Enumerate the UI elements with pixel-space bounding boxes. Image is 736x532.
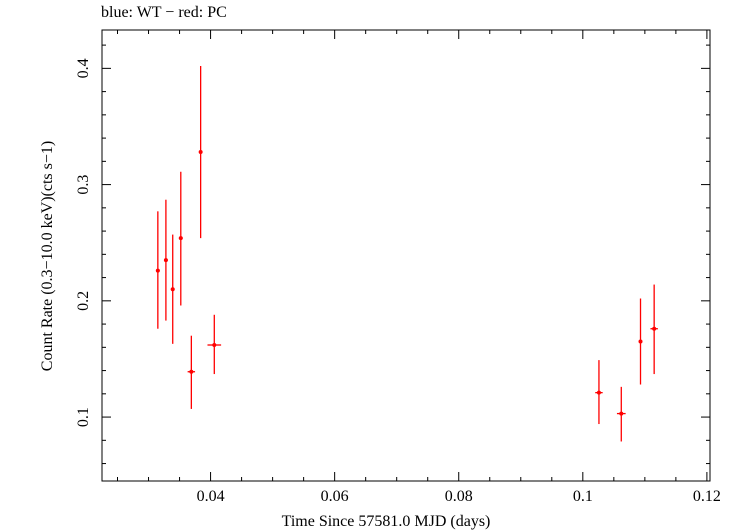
y-tick-label: 0.4 (75, 58, 92, 78)
x-axis-label: Time Since 57581.0 MJD (days) (282, 513, 491, 530)
point-marker (170, 287, 175, 292)
data-point (178, 171, 183, 306)
point-marker (652, 326, 657, 331)
data-point (595, 360, 603, 425)
point-marker (155, 268, 160, 273)
x-tick-label: 0.04 (197, 488, 225, 505)
data-point (650, 284, 658, 375)
point-marker (638, 339, 643, 344)
data-point (198, 66, 203, 239)
point-marker (189, 369, 194, 374)
plot-frame (101, 29, 711, 482)
point-marker (163, 258, 168, 263)
point-marker (619, 411, 624, 416)
chart-title: blue: WT − red: PC (101, 4, 227, 21)
data-point (170, 234, 175, 344)
point-marker (178, 236, 183, 241)
data-point (155, 211, 160, 329)
x-tick-label: 0.08 (445, 488, 473, 505)
data-point (638, 298, 643, 385)
data-point (187, 335, 196, 409)
data-point (163, 199, 168, 321)
point-marker (212, 343, 217, 348)
point-marker (198, 150, 203, 155)
tick-labels: 0.04 0.06 0.08 0.1 0.12 0.1 0.2 0.3 0.4 (75, 58, 721, 505)
x-tick-label: 0.12 (693, 488, 721, 505)
data-point (207, 314, 222, 375)
x-tick-label: 0.1 (573, 488, 593, 505)
point-marker (596, 390, 601, 395)
y-tick-label: 0.1 (75, 407, 92, 427)
data-points (155, 66, 658, 442)
y-tick-label: 0.2 (75, 291, 92, 311)
data-point (616, 386, 626, 442)
x-tick-label: 0.06 (321, 488, 349, 505)
y-tick-label: 0.3 (75, 175, 92, 195)
y-axis-label: Count Rate (0.3−10.0 keV)(cts s−1) (39, 141, 56, 371)
axis-ticks (102, 30, 710, 481)
